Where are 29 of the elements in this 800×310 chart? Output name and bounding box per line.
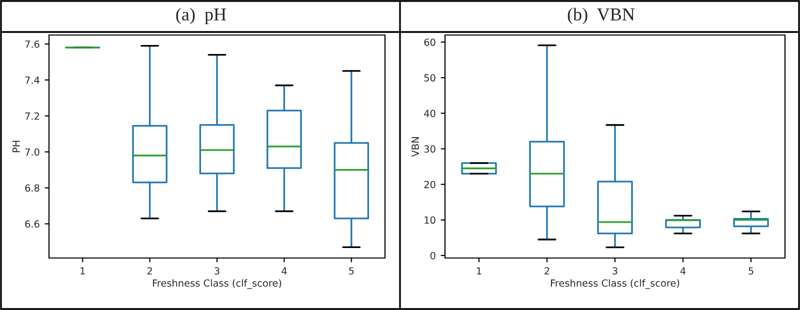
x-tick-label: 2: [544, 267, 550, 274]
y-tick-label: 40: [424, 110, 436, 118]
y-tick-label: 6.6: [25, 220, 40, 228]
y-tick-label: 10: [424, 216, 436, 224]
x-tick-label: 3: [612, 267, 618, 275]
y-tick-label: 20: [424, 180, 436, 188]
x-tick-label: 5: [748, 267, 754, 275]
x-tick-label: 5: [349, 267, 354, 275]
y-tick-label: 7.2: [25, 112, 39, 120]
y-tick-label: 6.8: [25, 184, 40, 192]
y-tick-label: 7.4: [25, 76, 40, 84]
x-tick-label: 1: [476, 267, 482, 274]
y-axis-title: VBN: [412, 137, 419, 157]
y-axis-title: PH: [12, 140, 20, 152]
x-tick-label: 4: [282, 267, 287, 274]
y-tick-label: 50: [424, 74, 436, 82]
y-tick-label: 0: [430, 252, 436, 260]
x-tick-label: 3: [214, 267, 220, 275]
x-axis-title: Freshness Class (clf_score): [152, 279, 282, 289]
x-axis-title: Freshness Class (clf_score): [550, 279, 680, 289]
x-tick-label: 4: [680, 267, 686, 274]
y-tick-label: 60: [424, 38, 436, 46]
y-tick-label: 30: [424, 145, 436, 153]
y-tick-label: 7.6: [25, 40, 40, 48]
chart-title: (b) VBN: [568, 8, 635, 24]
chart-title: (a) pH: [176, 8, 226, 24]
x-tick-label: 2: [147, 267, 152, 274]
x-tick-label: 1: [80, 267, 85, 274]
y-tick-label: 7.0: [25, 148, 40, 156]
